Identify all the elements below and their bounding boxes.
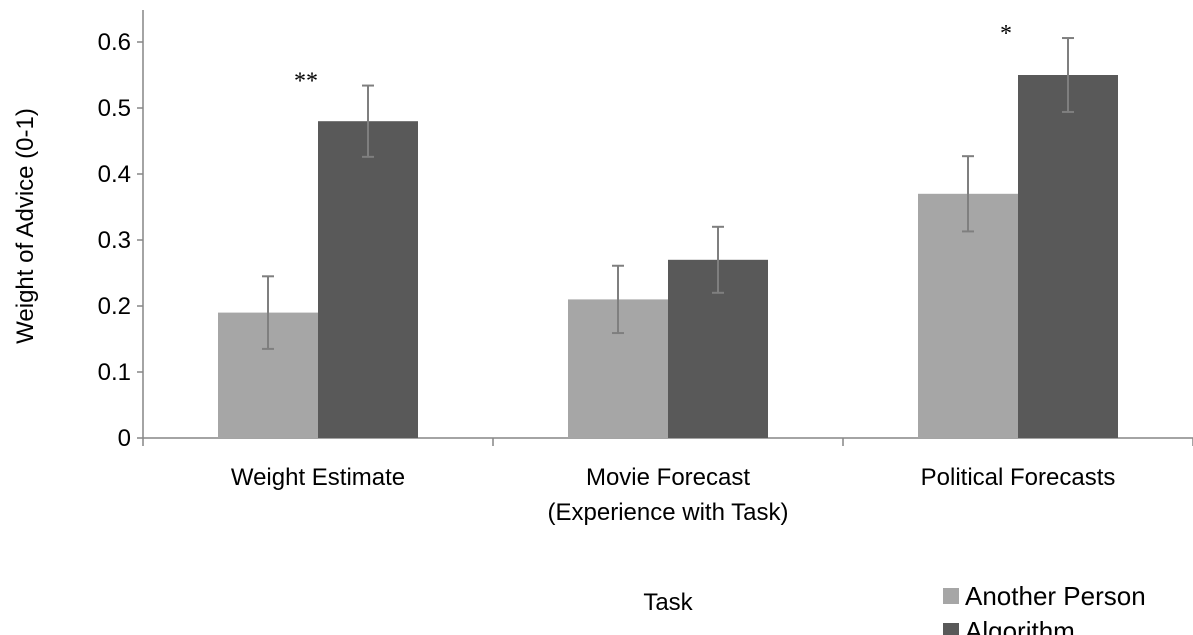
y-axis-title: Weight of Advice (0-1): [12, 108, 39, 344]
x-axis: Weight Estimate Movie Forecast (Experience…: [142, 437, 1193, 616]
significance-markers: ***: [294, 21, 1012, 95]
legend-label: Another Person: [965, 581, 1146, 611]
y-tick-label: 0.4: [98, 161, 131, 188]
bar-algorithm: [318, 121, 418, 438]
y-axis: 0 0.1 0.2 0.3 0.4 0.5 0.6 Weight of Advice (0-…: [12, 10, 144, 452]
y-tick-label: 0.5: [98, 95, 131, 122]
x-axis-title: Task: [643, 589, 693, 616]
bar-algorithm: [1018, 75, 1118, 438]
legend: Another Person Algorithm: [943, 581, 1146, 635]
y-tick-label: 0.2: [98, 293, 131, 320]
category-label: Political Forecasts: [921, 464, 1116, 491]
error-bar: [612, 264, 624, 335]
category-label: Weight Estimate: [231, 464, 405, 491]
legend-swatch: [943, 623, 959, 635]
error-bar: [962, 155, 974, 233]
y-tick-label: 0.3: [98, 227, 131, 254]
error-bar: [712, 225, 724, 294]
error-bars: [262, 37, 1074, 350]
error-bar: [262, 275, 274, 350]
legend-swatch: [943, 588, 959, 604]
significance-marker: **: [294, 69, 318, 95]
bars: [218, 75, 1118, 438]
bar-another-person: [918, 193, 1018, 438]
significance-marker: *: [1000, 21, 1012, 47]
error-bar: [1062, 37, 1074, 113]
y-tick-label: 0.6: [98, 29, 131, 56]
legend-label: Algorithm: [965, 616, 1075, 635]
y-tick-label: 0: [118, 425, 131, 452]
y-tick-label: 0.1: [98, 359, 131, 386]
category-label: (Experience with Task): [548, 499, 789, 526]
error-bar: [362, 84, 374, 158]
category-label: Movie Forecast: [586, 464, 750, 491]
